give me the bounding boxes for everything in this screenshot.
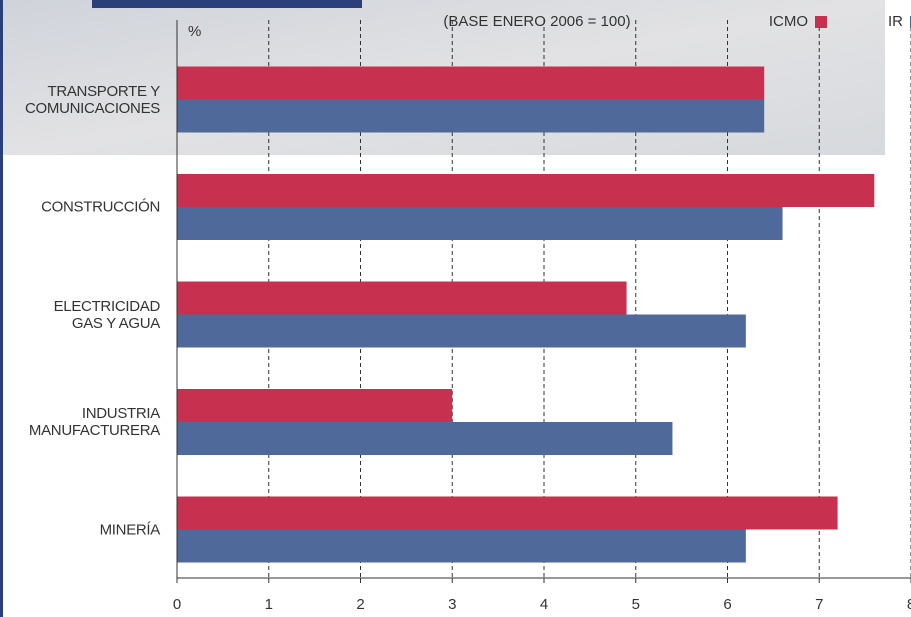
bar: [177, 389, 453, 422]
y-tick-label: ELECTRICIDAD GAS Y AGUA: [53, 297, 161, 332]
subtitle: (BASE ENERO 2006 = 100): [443, 13, 630, 30]
bar: [177, 422, 673, 455]
x-tick-label: 0: [173, 596, 181, 613]
legend-label: ICMO: [769, 13, 808, 30]
x-tick-label: 3: [448, 596, 456, 613]
header-box: [92, 0, 362, 8]
legend-swatch: [815, 16, 827, 28]
bar: [177, 281, 627, 315]
left-border: [0, 0, 3, 617]
x-tick-label: 5: [632, 596, 640, 613]
bar: [177, 529, 746, 563]
x-tick-label: 7: [815, 596, 823, 613]
bar: [177, 496, 838, 530]
unit-label: %: [188, 23, 201, 40]
bar: [177, 99, 765, 133]
y-tick-label: MINERÍA: [99, 521, 161, 538]
bar: [177, 207, 783, 240]
y-tick-label: INDUSTRIA MANUFACTURERA: [28, 405, 160, 439]
x-tick-label: 1: [265, 596, 273, 613]
y-tick-label: TRANSPORTE Y COMUNICACIONES: [25, 82, 160, 117]
x-tick-label: 8: [907, 596, 911, 613]
bar: [177, 66, 765, 100]
bar: [177, 314, 746, 348]
x-tick-label: 4: [540, 596, 548, 613]
bar: [177, 174, 875, 207]
y-tick-label: CONSTRUCCIÓN: [41, 198, 160, 216]
legend-label: IR: [888, 13, 903, 30]
x-tick-label: 2: [356, 596, 364, 613]
x-tick-label: 6: [723, 596, 731, 613]
